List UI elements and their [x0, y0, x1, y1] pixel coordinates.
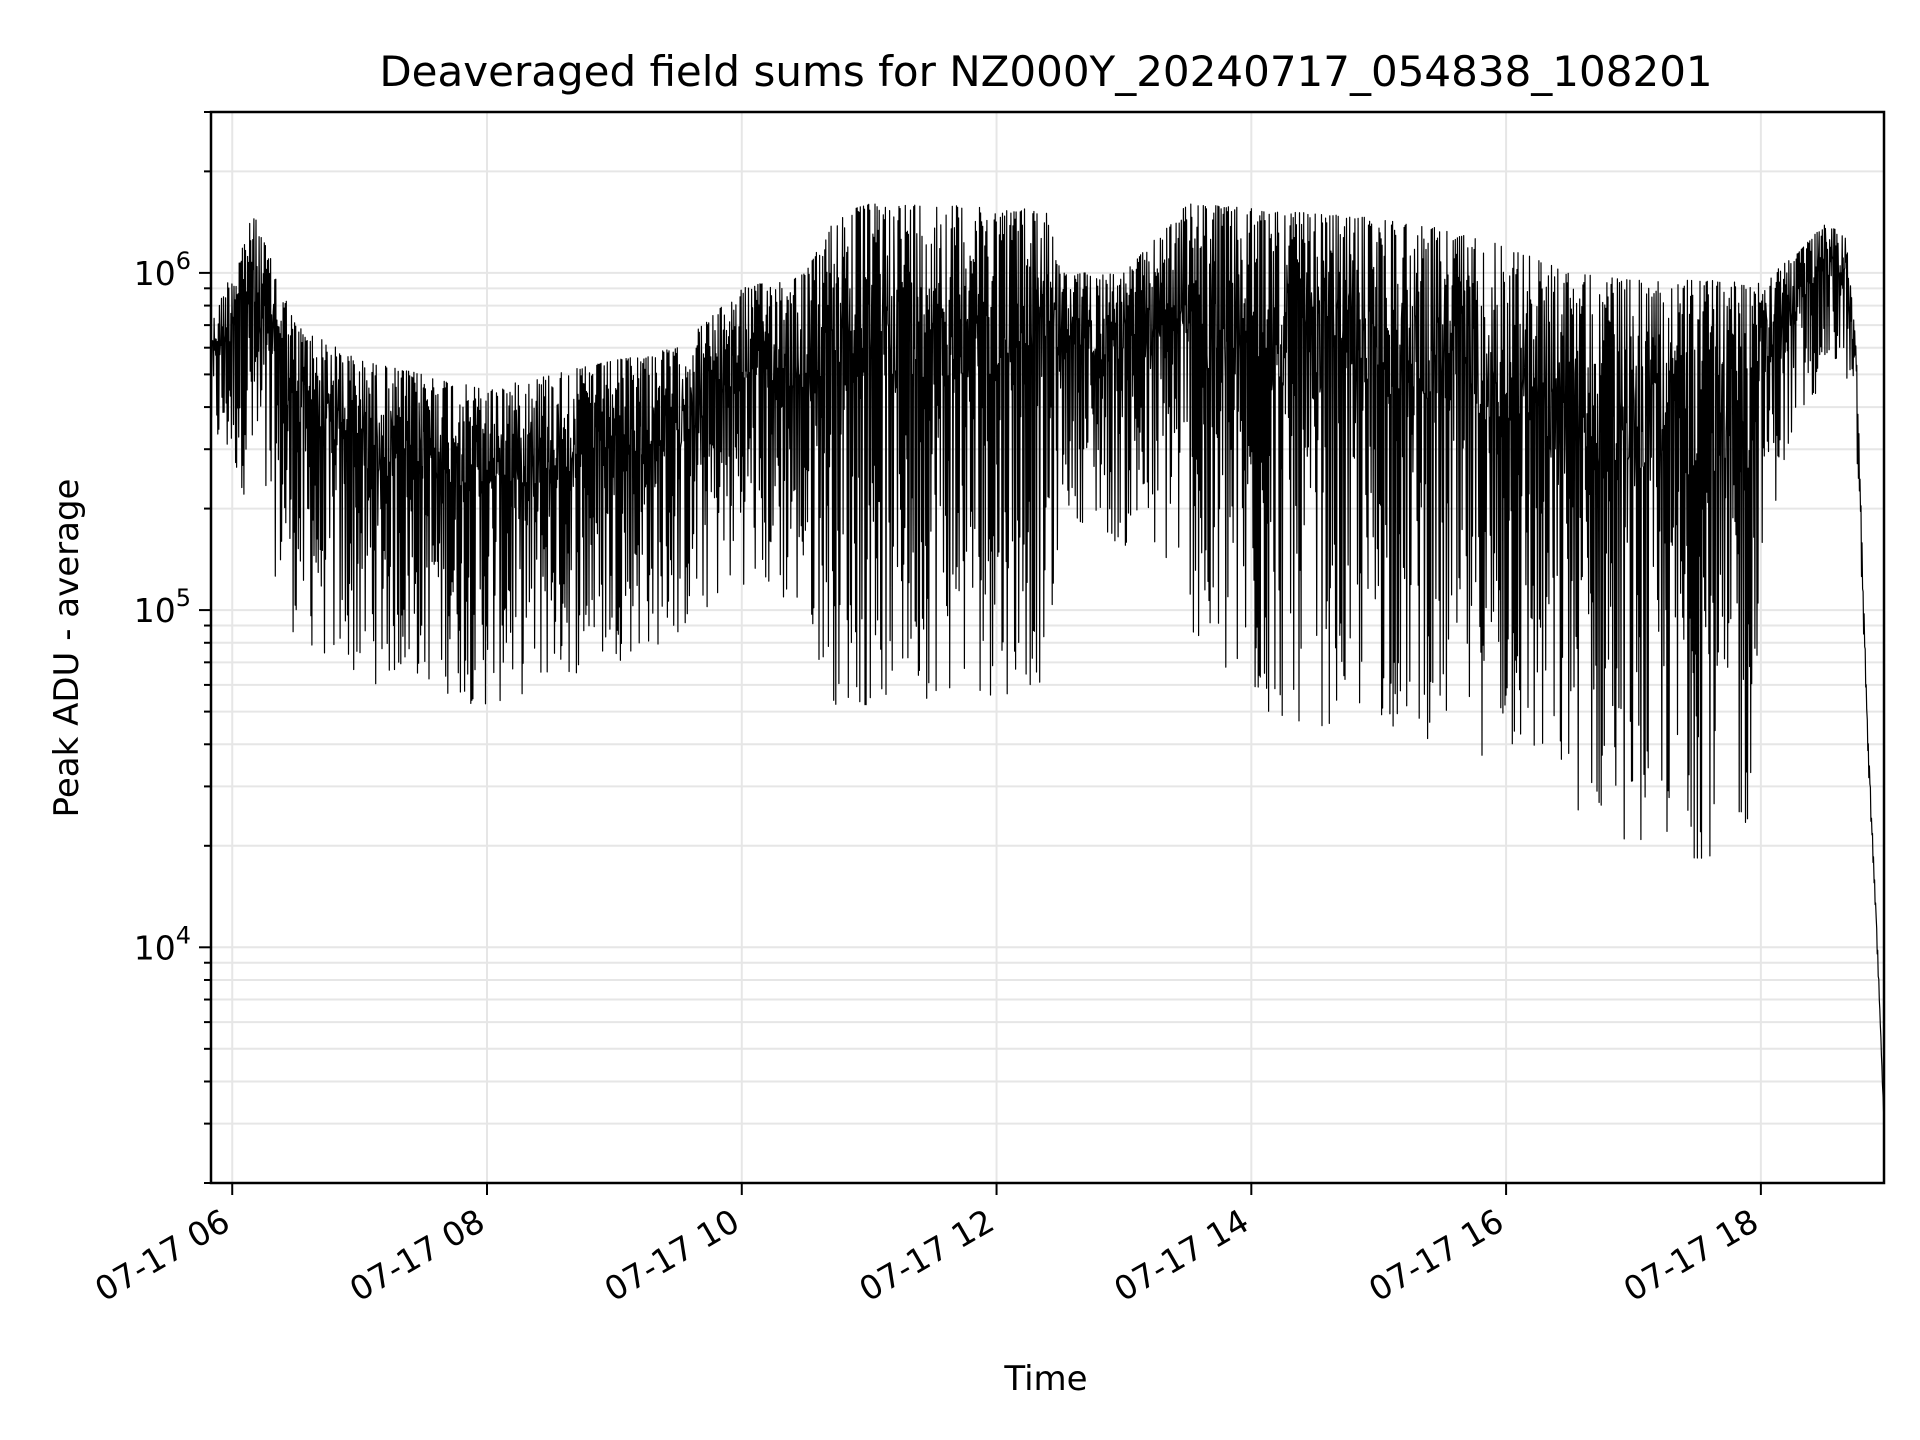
- chart-title: Deaveraged field sums for NZ000Y_2024071…: [379, 47, 1712, 96]
- y-axis-label: Peak ADU - average: [47, 479, 87, 818]
- data-layer: [210, 203, 1885, 1124]
- y-tick-label: 105: [134, 584, 191, 630]
- plot-frame: [209, 110, 1886, 1185]
- x-axis-label: Time: [1003, 1359, 1087, 1399]
- y-tick-label: 106: [134, 247, 191, 293]
- y-tick-label: 104: [134, 921, 191, 967]
- series-line: [210, 203, 1885, 1124]
